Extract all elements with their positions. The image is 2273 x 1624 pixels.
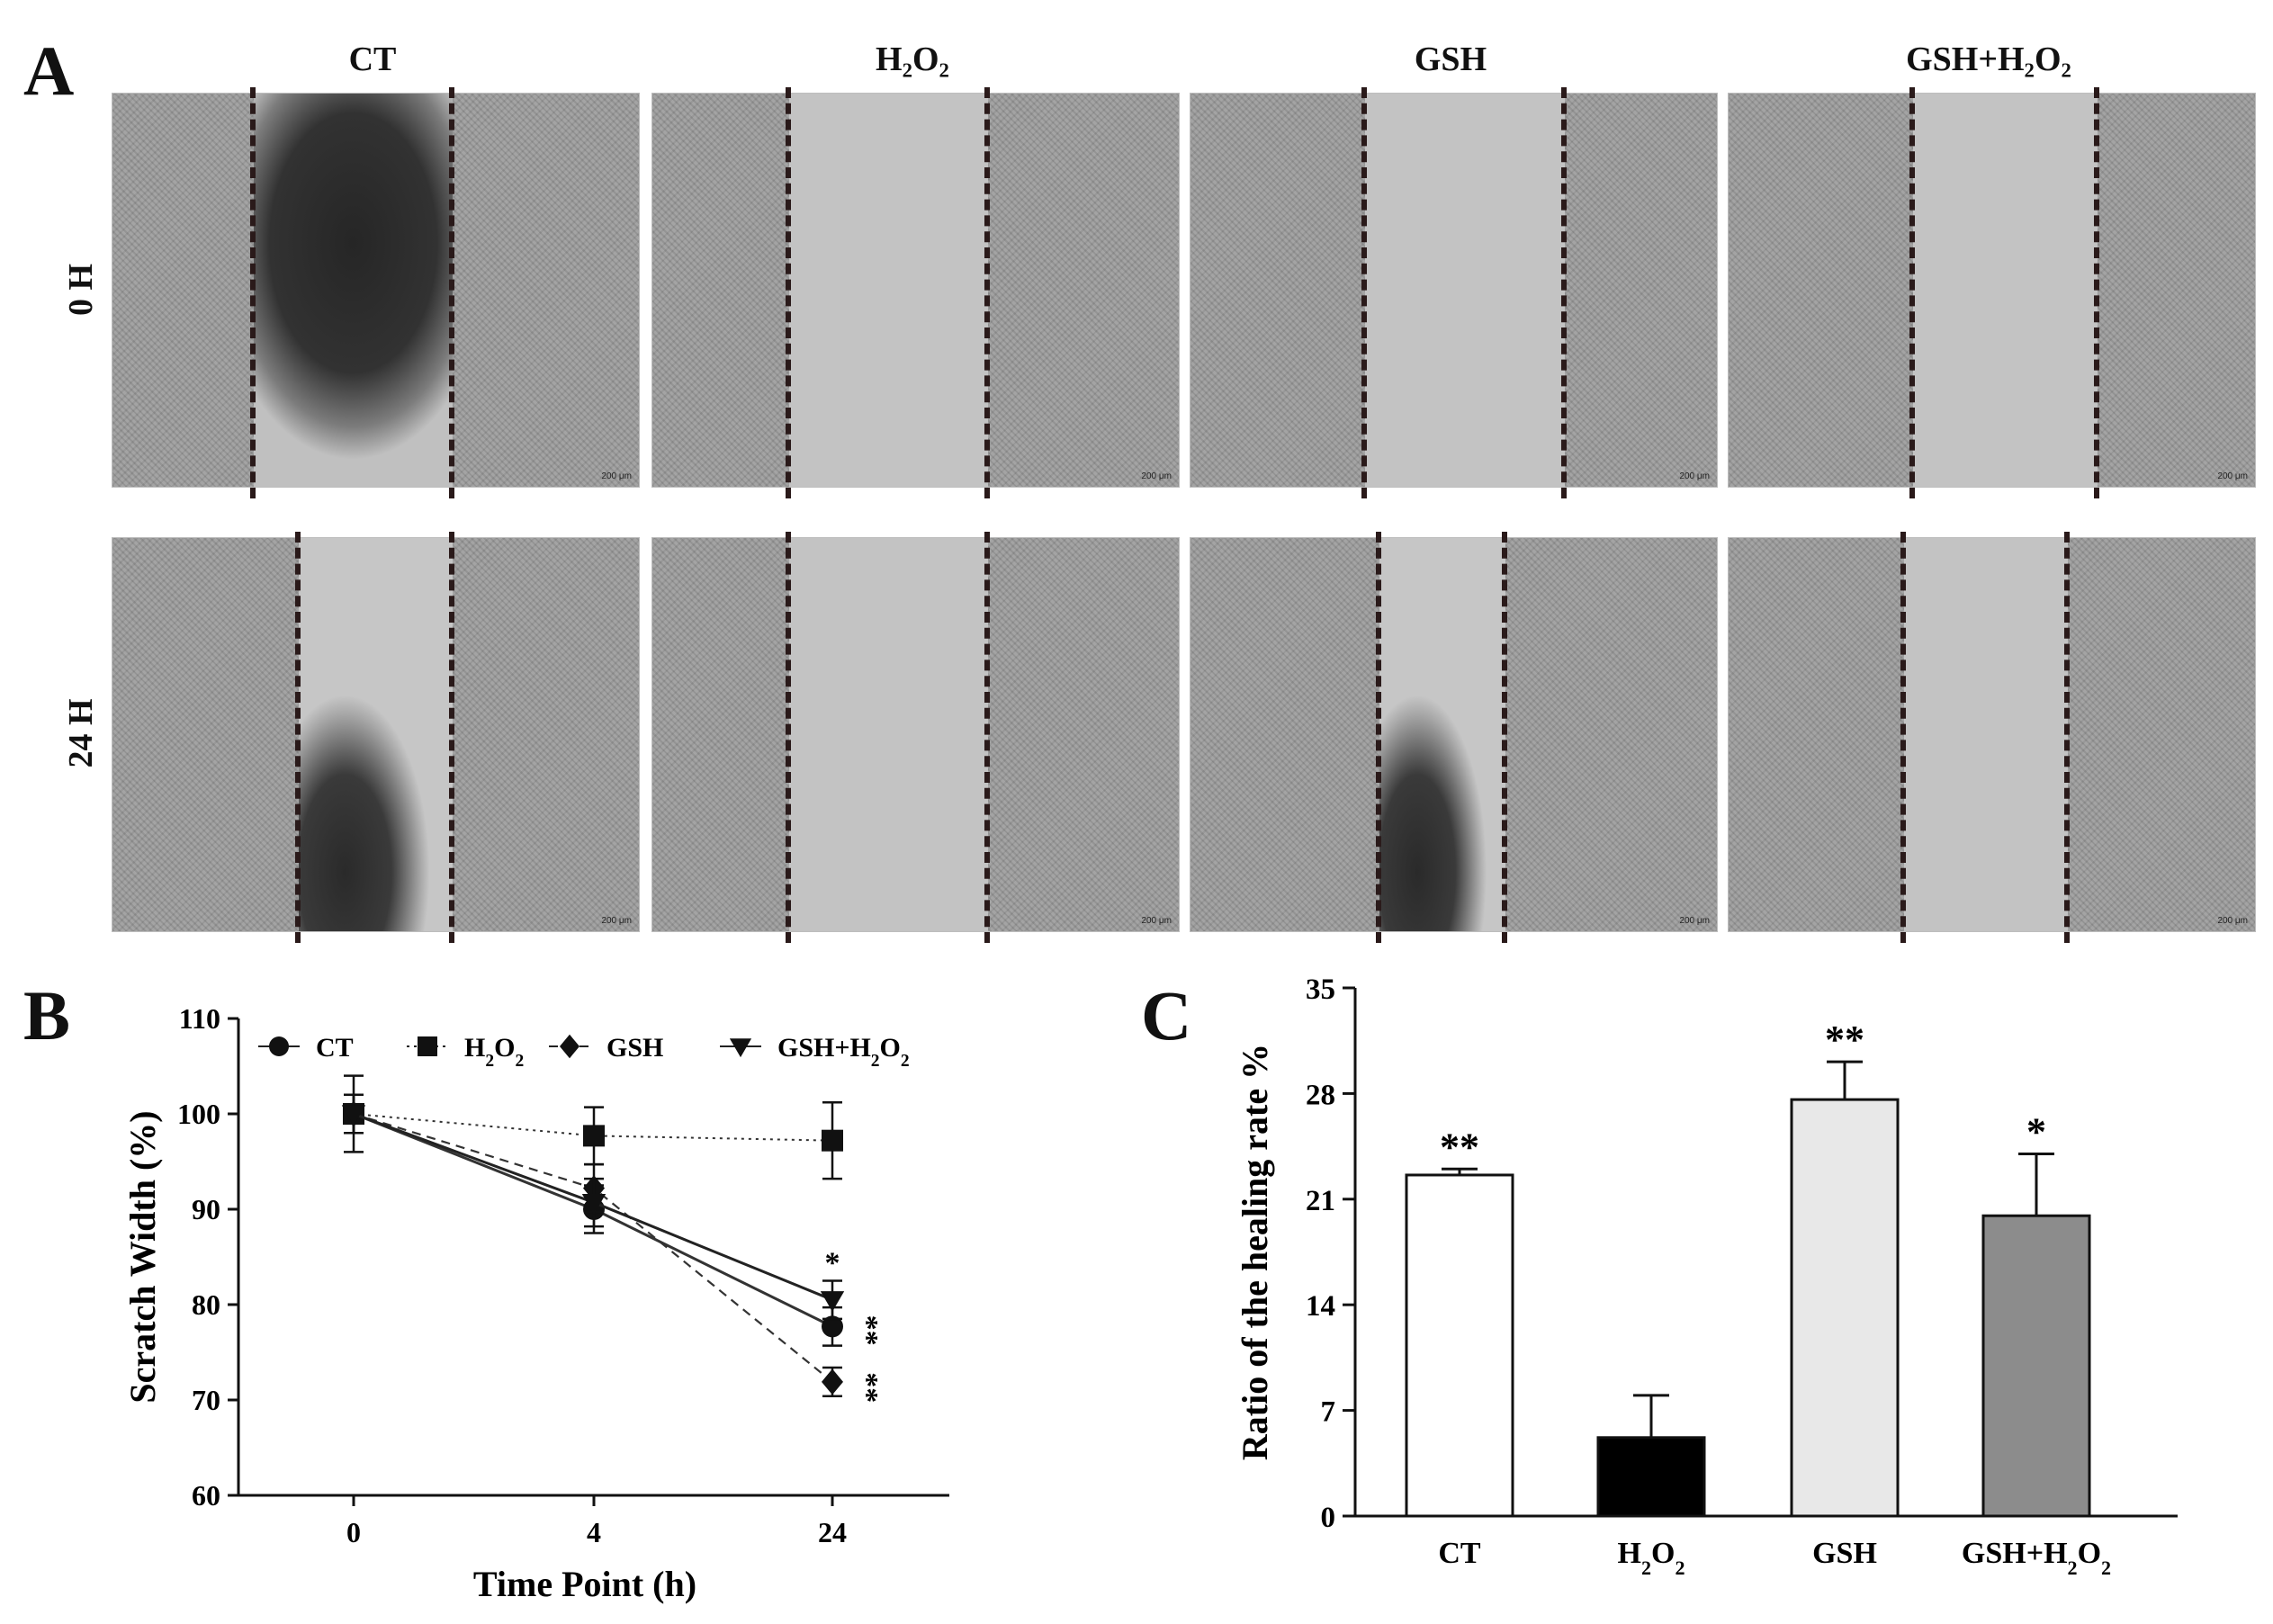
scratch-gap	[299, 538, 453, 931]
scratch-edge-dashed-line	[786, 532, 791, 943]
x-tick-label: GSH	[1812, 1537, 1877, 1570]
y-tick-label: 28	[1306, 1079, 1335, 1111]
legend-marker	[560, 1034, 579, 1059]
y-tick-label: 7	[1321, 1396, 1336, 1429]
micrograph-gsh-h2o2-24h: 200 μm	[1728, 537, 2256, 932]
scratch-edge-dashed-line	[984, 532, 990, 943]
column-header-h2o2: H₂O₂	[876, 40, 949, 78]
y-tick-label: 0	[1321, 1502, 1336, 1534]
row-header-0h: 0 H	[62, 263, 100, 317]
scratch-edge-dashed-line	[1502, 532, 1507, 943]
significance-mark: *	[825, 1246, 840, 1279]
scratch-edge-dashed-line	[1909, 87, 1915, 498]
scratch-edge-dashed-line	[1361, 87, 1367, 498]
micrograph-h2o2-24h: 200 μm	[651, 537, 1180, 932]
data-point	[822, 1129, 843, 1152]
scratch-edge-dashed-line	[984, 87, 990, 498]
y-tick-label: 14	[1306, 1290, 1335, 1323]
legend-marker	[418, 1036, 437, 1056]
scratch-edge-dashed-line	[1376, 532, 1381, 943]
significance-mark: **	[1440, 1125, 1479, 1169]
x-axis-label: Time Point (h)	[473, 1564, 696, 1604]
panel-a-letter: A	[23, 31, 75, 110]
legend-label: GSH	[606, 1033, 663, 1063]
scale-bar-label: 200 μm	[601, 471, 632, 481]
scale-bar-label: 200 μm	[1141, 471, 1172, 481]
x-tick-label: GSH+H2O2	[1962, 1537, 2111, 1579]
panel-c-letter: C	[1141, 976, 1192, 1054]
scale-bar-label: 200 μm	[2217, 471, 2248, 481]
data-point	[583, 1125, 605, 1147]
scratch-edge-dashed-line	[295, 532, 301, 943]
data-point	[581, 1193, 606, 1215]
x-tick-label: 24	[818, 1516, 847, 1548]
scratch-gap	[254, 94, 453, 487]
scratch-edge-dashed-line	[449, 532, 454, 943]
legend-label: H2O2	[464, 1033, 524, 1071]
data-point	[341, 1105, 366, 1126]
healing-rate-bar-chart: 0 7 14 21 28 35 Ratio of the healing rate % ** C…	[1235, 974, 2178, 1579]
scratch-gap	[789, 538, 988, 931]
scratch-edge-dashed-line	[2064, 532, 2070, 943]
y-tick-label: 35	[1306, 974, 1335, 1006]
legend-label: CT	[316, 1033, 354, 1063]
micrograph-gsh-0h: 200 μm	[1190, 93, 1718, 488]
y-tick-label: 90	[192, 1193, 220, 1225]
scratch-gap	[1904, 538, 2068, 931]
scratch-gap	[1379, 538, 1505, 931]
column-header-ct: CT	[348, 40, 397, 78]
legend-marker	[729, 1038, 752, 1058]
scratch-edge-dashed-line	[1900, 532, 1906, 943]
column-header-gsh-h2o2: GSH+H₂O₂	[1906, 40, 2071, 78]
scratch-gap	[1365, 94, 1565, 487]
legend-marker	[269, 1036, 289, 1056]
scale-bar-label: 200 μm	[1679, 916, 1710, 926]
data-point	[822, 1315, 843, 1338]
x-tick-label: CT	[1438, 1537, 1481, 1570]
scratch-edge-dashed-line	[250, 87, 256, 498]
scratch-gap	[1913, 94, 2098, 487]
significance-mark: **	[1825, 1018, 1864, 1062]
y-tick-label: 60	[192, 1479, 220, 1512]
scratch-edge-dashed-line	[2094, 87, 2099, 498]
legend-label: GSH+H2O2	[777, 1033, 910, 1071]
bar	[1790, 1098, 1900, 1518]
y-tick-label: 110	[179, 1002, 220, 1035]
y-tick-label: 21	[1306, 1185, 1335, 1217]
y-axis-label: Scratch Width (%)	[122, 1110, 163, 1403]
micrograph-ct-24h: 200 μm	[112, 537, 640, 932]
scale-bar-label: 200 μm	[601, 916, 632, 926]
significance-mark: *	[2026, 1109, 2046, 1153]
y-tick-label: 100	[177, 1098, 220, 1130]
scale-bar-label: 200 μm	[1141, 916, 1172, 926]
y-axis-label: Ratio of the healing rate %	[1235, 1044, 1275, 1460]
scratch-edge-dashed-line	[786, 87, 791, 498]
scratch-width-line-chart: 60 70 80 90 100 110 0 4 24 Time Point (h) Scratch …	[122, 1002, 949, 1604]
scale-bar-label: 200 μm	[2217, 916, 2248, 926]
series-line	[353, 1113, 833, 1142]
panel-b-letter: B	[23, 976, 71, 1054]
x-tick-label: 4	[587, 1516, 601, 1548]
column-header-gsh: GSH	[1414, 40, 1487, 78]
scratch-edge-dashed-line	[1561, 87, 1567, 498]
scale-bar-label: 200 μm	[1679, 471, 1710, 481]
bar	[1981, 1214, 2091, 1518]
bar	[1596, 1436, 1706, 1518]
data-point	[820, 1291, 845, 1312]
micrograph-h2o2-0h: 200 μm	[651, 93, 1180, 488]
bar	[1405, 1173, 1514, 1518]
data-point	[822, 1368, 843, 1395]
micrograph-gsh-24h: 200 μm	[1190, 537, 1718, 932]
significance-mark: **	[850, 1372, 884, 1403]
micrograph-gsh-h2o2-0h: 200 μm	[1728, 93, 2256, 488]
scratch-gap	[789, 94, 988, 487]
micrograph-ct-0h: 200 μm	[112, 93, 640, 488]
y-tick-label: 70	[192, 1384, 220, 1416]
significance-mark: **	[850, 1315, 884, 1346]
scratch-edge-dashed-line	[449, 87, 454, 498]
x-tick-label: H2O2	[1618, 1537, 1685, 1579]
y-tick-label: 80	[192, 1288, 220, 1321]
x-tick-label: 0	[346, 1516, 361, 1548]
row-header-24h: 24 H	[62, 698, 100, 768]
